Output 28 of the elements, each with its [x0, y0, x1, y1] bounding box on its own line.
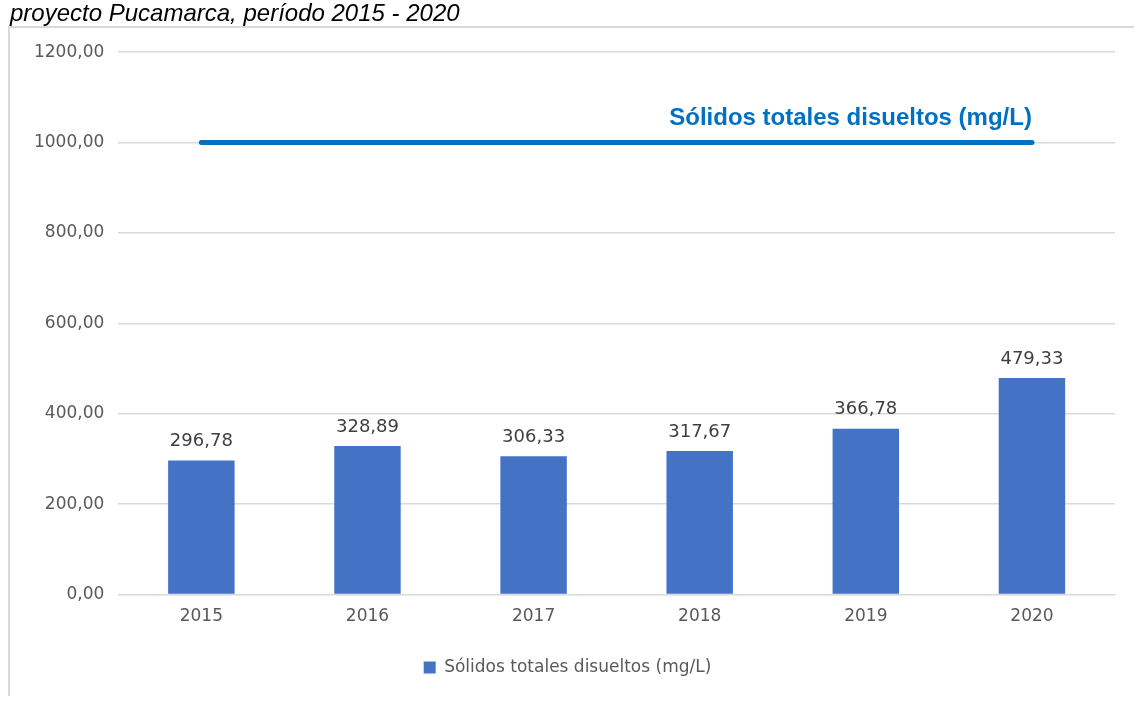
y-tick-label: 600,00 [44, 311, 105, 332]
x-tick-label: 2019 [844, 605, 888, 626]
bar [832, 428, 900, 594]
bar [334, 445, 401, 594]
x-tick-label: 2016 [345, 605, 390, 626]
x-tick-label: 2020 [1010, 605, 1054, 626]
bar [500, 456, 567, 594]
chart-title: proyecto Pucamarca, período 2015 - 2020 [8, 0, 461, 26]
ref-line-label: Sólidos totales disueltos (mg/L) [669, 103, 1032, 131]
data-label: 306,33 [502, 424, 566, 446]
y-tick-label: 200,00 [44, 492, 105, 513]
y-tick-label: 800,00 [44, 221, 105, 242]
x-tick-label: 2018 [678, 605, 722, 626]
data-label: 317,67 [668, 419, 732, 441]
y-tick-label: 1200,00 [33, 40, 105, 61]
data-label: 328,89 [335, 414, 399, 436]
data-label: 479,33 [1000, 346, 1064, 368]
y-tick-label: 400,00 [44, 402, 105, 423]
data-label: 296,78 [169, 429, 233, 451]
x-tick-label: 2015 [179, 605, 223, 626]
x-tick-label: 2017 [511, 605, 556, 626]
y-tick-label: 1000,00 [33, 131, 105, 152]
bar [666, 451, 733, 594]
y-tick-label: 0,00 [66, 583, 105, 604]
bar [998, 377, 1066, 594]
legend-label: Sólidos totales disueltos (mg/L) [444, 655, 712, 676]
bar [168, 460, 235, 594]
data-label: 366,78 [834, 397, 898, 419]
